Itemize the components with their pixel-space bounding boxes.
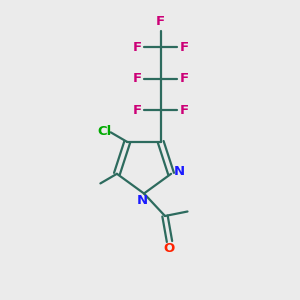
Text: F: F xyxy=(180,104,189,117)
Text: F: F xyxy=(133,72,142,86)
Text: F: F xyxy=(133,104,142,117)
Text: F: F xyxy=(133,41,142,54)
Text: F: F xyxy=(180,41,189,54)
Text: O: O xyxy=(164,242,175,255)
Text: F: F xyxy=(156,15,165,28)
Text: N: N xyxy=(137,194,148,207)
Text: Cl: Cl xyxy=(97,125,111,138)
Text: F: F xyxy=(180,72,189,86)
Text: N: N xyxy=(174,165,185,178)
